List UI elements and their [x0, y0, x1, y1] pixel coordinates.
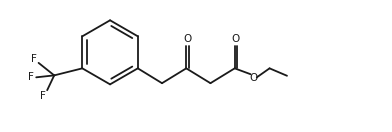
Text: O: O	[249, 73, 258, 83]
Text: O: O	[232, 34, 240, 44]
Text: F: F	[31, 54, 37, 64]
Text: O: O	[183, 34, 192, 44]
Text: F: F	[40, 91, 46, 101]
Text: F: F	[28, 72, 34, 82]
